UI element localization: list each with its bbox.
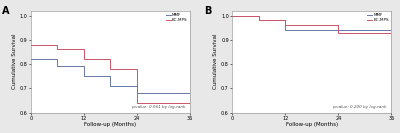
Legend: MMF, EC-MPS: MMF, EC-MPS bbox=[366, 13, 389, 22]
Text: p-value: 0.061 by log-rank: p-value: 0.061 by log-rank bbox=[131, 105, 185, 109]
X-axis label: Follow-up (Months): Follow-up (Months) bbox=[286, 122, 338, 127]
Y-axis label: Cumulative Survival: Cumulative Survival bbox=[213, 34, 218, 89]
Text: p-value: 0.200 by log-rank: p-value: 0.200 by log-rank bbox=[332, 105, 386, 109]
Y-axis label: Cumulative Survival: Cumulative Survival bbox=[12, 34, 17, 89]
X-axis label: Follow-up (Months): Follow-up (Months) bbox=[84, 122, 136, 127]
Text: B: B bbox=[204, 6, 211, 16]
Text: A: A bbox=[2, 6, 10, 16]
Legend: MMF, EC-MPS: MMF, EC-MPS bbox=[165, 13, 188, 22]
